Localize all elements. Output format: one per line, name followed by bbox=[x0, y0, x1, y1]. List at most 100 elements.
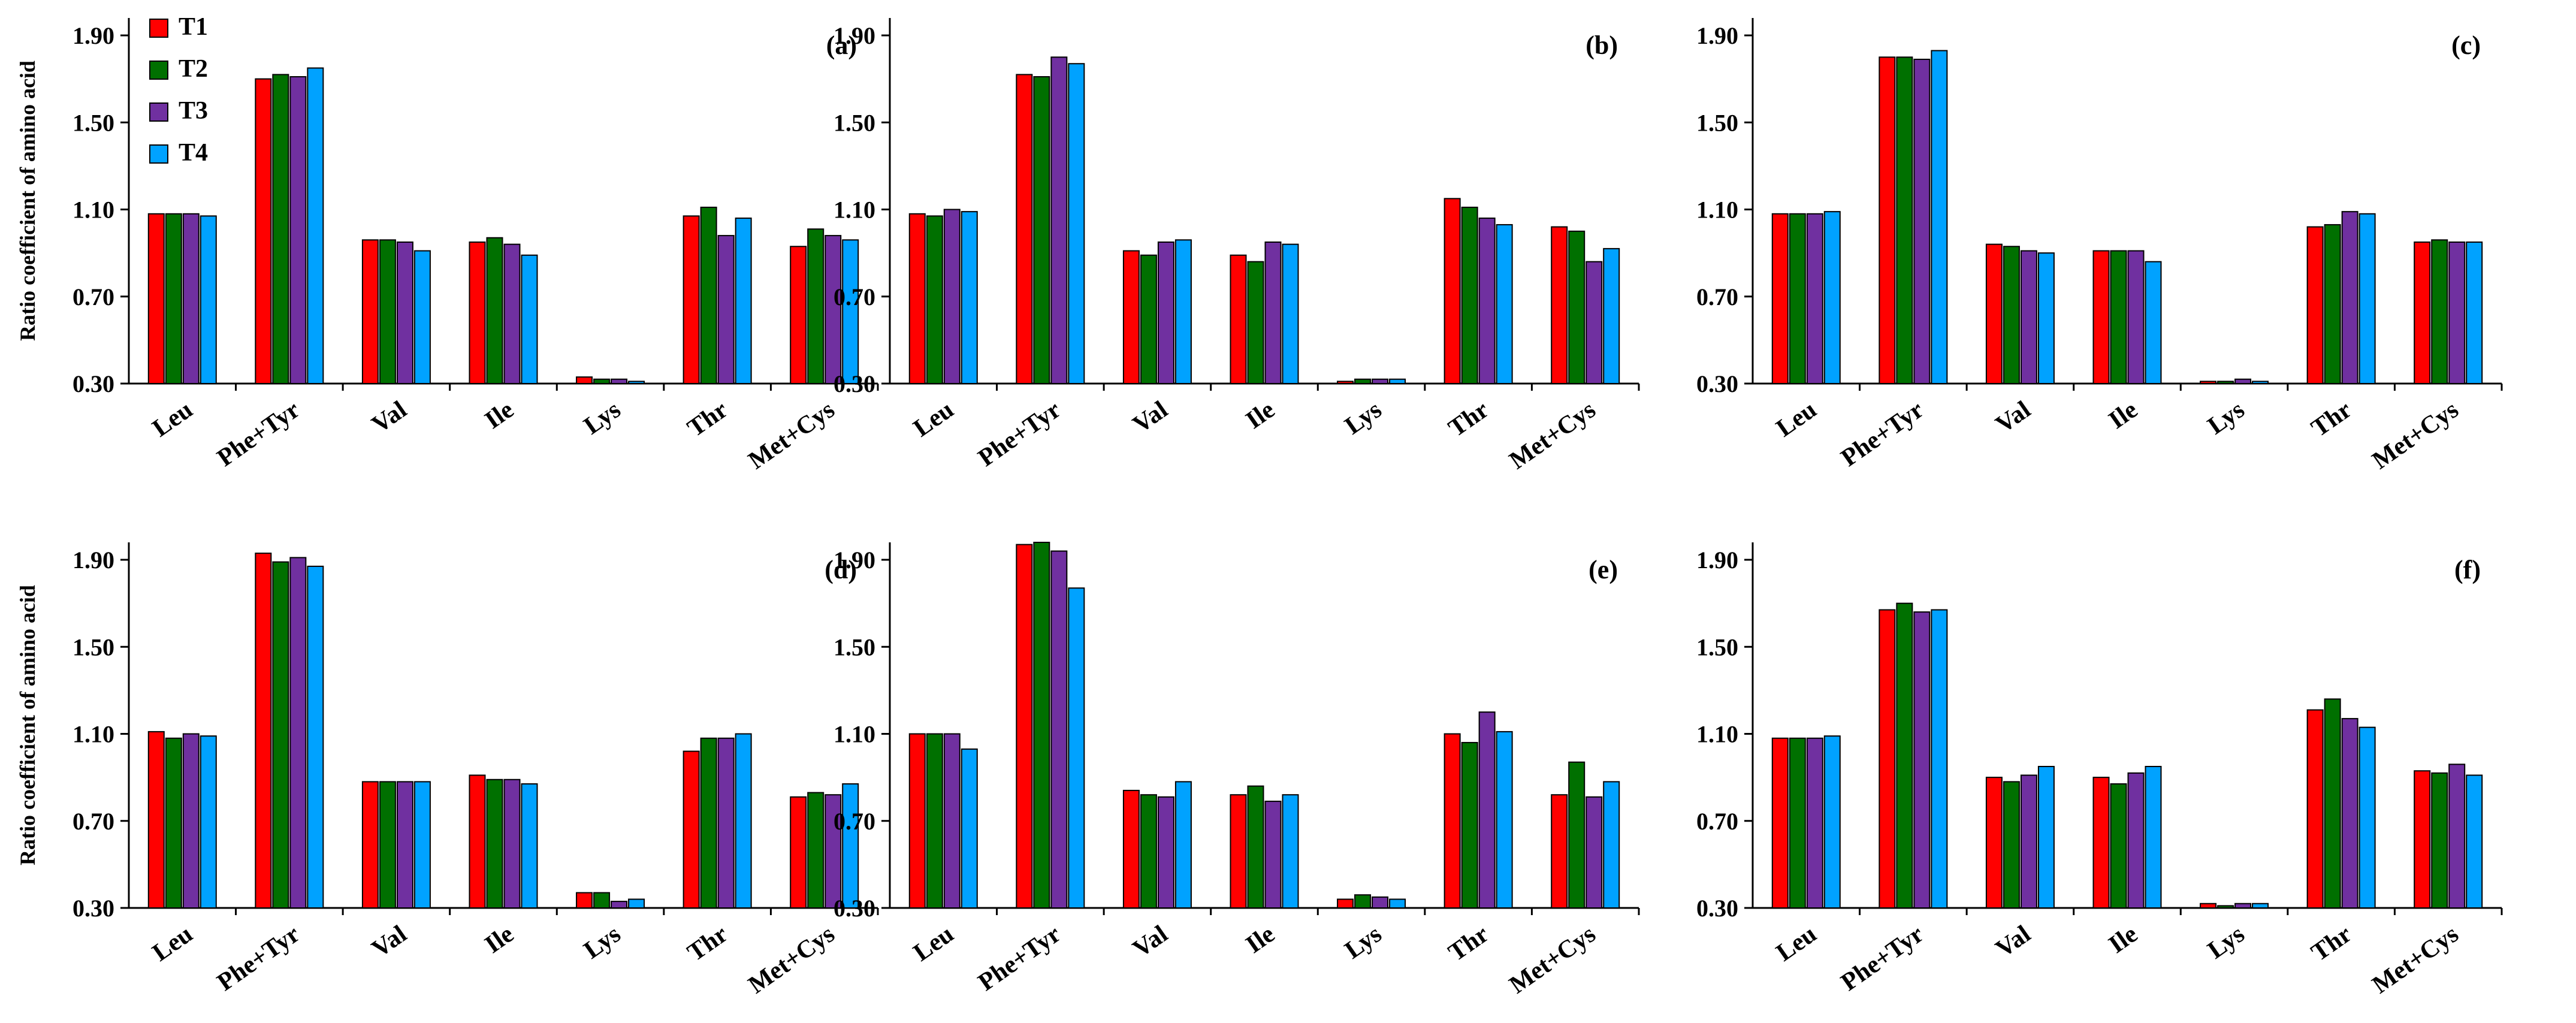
bar-t3-val bbox=[1157, 796, 1174, 909]
bar-t4-thr bbox=[2358, 726, 2376, 909]
panel-label: (f) bbox=[2454, 555, 2481, 584]
bar-t3-thr bbox=[2341, 718, 2358, 909]
chart-panel-a: 0.30 0.70 1.10 1.50 1.90 Leu Phe+Tyr Val Ile Lys T… bbox=[16, 18, 879, 475]
y-tick-label: 0.30 bbox=[1696, 895, 1738, 922]
x-tick-label-met-cys: Met+Cys bbox=[2367, 921, 2464, 1000]
bar-t4-thr bbox=[1496, 731, 1513, 909]
bar-t2-phe-tyr bbox=[1896, 56, 1913, 385]
bar-t2-ile bbox=[1247, 261, 1264, 384]
legend-label-t1: T1 bbox=[179, 13, 208, 41]
bar-t1-thr bbox=[2306, 226, 2324, 384]
bar-t3-lys bbox=[1372, 378, 1389, 385]
bar-t2-phe-tyr bbox=[272, 74, 289, 384]
bar-t4-met-cys bbox=[2466, 774, 2483, 909]
bar-t3-met-cys bbox=[825, 794, 842, 909]
bar-t4-phe-tyr bbox=[1068, 63, 1085, 384]
bar-t3-leu bbox=[1806, 737, 1823, 909]
bar-t2-ile bbox=[1247, 785, 1264, 909]
bar-t3-phe-tyr bbox=[289, 557, 307, 909]
y-tick-label: 1.90 bbox=[73, 22, 114, 49]
bar-t1-val bbox=[1122, 789, 1140, 909]
panel-label: (d) bbox=[825, 555, 857, 584]
bar-t3-leu bbox=[182, 213, 200, 384]
y-tick-label: 1.90 bbox=[73, 547, 114, 574]
legend-swatch-t2 bbox=[149, 61, 168, 80]
bar-t3-ile bbox=[503, 778, 521, 909]
bar-t1-phe-tyr bbox=[1016, 544, 1033, 909]
legend: T1 T2 T3 T4 bbox=[149, 13, 208, 167]
panel-label: (b) bbox=[1586, 31, 1618, 60]
bar-t3-ile bbox=[2127, 250, 2145, 384]
x-tick-label-ile: Ile bbox=[2104, 396, 2143, 434]
bar-t2-val bbox=[379, 239, 396, 384]
bar-t4-phe-tyr bbox=[1931, 50, 1948, 384]
bar-t4-met-cys bbox=[842, 239, 859, 384]
bar-t2-thr bbox=[700, 206, 717, 384]
bar-t1-ile bbox=[1230, 254, 1247, 384]
bar-t2-val bbox=[1140, 254, 1157, 384]
bar-t4-thr bbox=[735, 218, 752, 384]
bar-t1-leu bbox=[1771, 737, 1789, 909]
x-tick-label-ile: Ile bbox=[1241, 396, 1280, 434]
bar-t2-phe-tyr bbox=[1033, 542, 1050, 909]
bar-t1-met-cys bbox=[790, 246, 807, 384]
bar-t4-val bbox=[2037, 765, 2055, 909]
chart-panel-b: 0.30 0.70 1.10 1.50 1.90 Leu Phe+Tyr Val Ile Lys T… bbox=[833, 18, 1640, 475]
bar-t3-thr bbox=[1478, 711, 1496, 909]
bar-t2-val bbox=[2003, 781, 2020, 909]
bar-t4-val bbox=[1174, 239, 1192, 384]
bar-t4-thr bbox=[1496, 224, 1513, 384]
bar-t4-leu bbox=[200, 735, 217, 909]
x-tick-label-leu: Leu bbox=[908, 921, 959, 967]
y-tick-label: 0.30 bbox=[833, 895, 875, 922]
bar-t2-thr bbox=[2324, 698, 2341, 909]
bar-t2-ile bbox=[486, 237, 503, 384]
bar-t3-ile bbox=[2127, 772, 2145, 909]
bar-t1-val bbox=[1985, 243, 2003, 384]
bar-t1-thr bbox=[1443, 733, 1461, 909]
bar-t1-met-cys bbox=[2414, 770, 2431, 909]
bar-t2-lys bbox=[593, 378, 611, 385]
bar-t4-thr bbox=[2358, 213, 2376, 384]
bar-t1-ile bbox=[1230, 794, 1247, 909]
y-tick-label: 0.30 bbox=[1696, 370, 1738, 397]
bar-t3-leu bbox=[1806, 213, 1823, 384]
y-tick-label: 0.30 bbox=[73, 895, 114, 922]
y-tick-label: 0.70 bbox=[833, 283, 875, 310]
bar-t4-val bbox=[413, 250, 431, 384]
bar-t1-met-cys bbox=[790, 796, 807, 909]
bar-t4-leu bbox=[1823, 211, 1841, 384]
x-tick-label-ile: Ile bbox=[2104, 921, 2143, 959]
x-tick-label-met-cys: Met+Cys bbox=[744, 396, 840, 475]
x-tick-label-val: Val bbox=[1128, 921, 1173, 964]
bar-t3-phe-tyr bbox=[289, 76, 307, 385]
panel-label: (e) bbox=[1589, 555, 1618, 584]
bar-t4-lys bbox=[628, 381, 645, 384]
y-tick-label: 1.10 bbox=[73, 197, 114, 224]
bar-t3-thr bbox=[2341, 211, 2358, 384]
bar-t1-val bbox=[1985, 777, 2003, 909]
bar-t3-lys bbox=[611, 901, 628, 909]
bar-t4-ile bbox=[521, 254, 538, 384]
y-tick-label: 1.50 bbox=[1696, 109, 1738, 136]
y-tick-label: 0.70 bbox=[1696, 808, 1738, 835]
x-tick-label-phe-tyr: Phe+Tyr bbox=[1836, 921, 1928, 997]
bar-t4-ile bbox=[521, 783, 538, 909]
bar-t4-met-cys bbox=[2466, 241, 2483, 384]
bar-t4-lys bbox=[2252, 381, 2269, 384]
bar-t4-met-cys bbox=[842, 783, 859, 909]
bar-t2-met-cys bbox=[2431, 239, 2448, 384]
y-tick-label: 1.50 bbox=[73, 633, 114, 660]
y-tick-label: 1.10 bbox=[833, 721, 875, 748]
bar-t2-lys bbox=[1354, 894, 1372, 909]
bar-t4-val bbox=[413, 781, 431, 909]
bar-t4-ile bbox=[2145, 261, 2162, 384]
bar-t2-lys bbox=[1354, 378, 1372, 385]
x-tick-label-thr: Thr bbox=[682, 921, 733, 967]
y-tick-label: 1.90 bbox=[1696, 22, 1738, 49]
x-tick-label-leu: Leu bbox=[147, 921, 198, 967]
x-tick-label-val: Val bbox=[1128, 396, 1173, 439]
bar-t1-ile bbox=[2092, 250, 2110, 384]
bar-t1-lys bbox=[1337, 898, 1354, 909]
bar-t3-met-cys bbox=[2448, 764, 2466, 909]
